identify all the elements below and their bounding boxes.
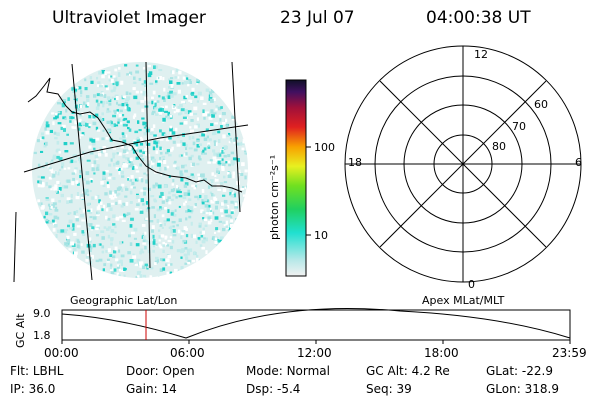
geographic-grid: [13, 61, 249, 283]
time-tick-1200: 12:00: [297, 346, 332, 360]
lat-label-60: 60: [534, 98, 548, 111]
colorbar-tick-100: 100: [314, 141, 335, 154]
instrument-title: Ultraviolet Imager: [52, 8, 206, 28]
geographic-label: Geographic Lat/Lon: [70, 294, 178, 307]
info-mode: Mode: Normal: [246, 364, 330, 378]
apex-label: Apex MLat/MLT: [422, 294, 505, 307]
coastline: [27, 77, 243, 193]
image-disc: [32, 62, 248, 278]
info-gain: Gain: 14: [126, 382, 177, 396]
info-door: Door: Open: [126, 364, 195, 378]
info-glat: GLat: -22.9: [486, 364, 553, 378]
alt-tick-9: 9.0: [33, 307, 51, 320]
info-ip: IP: 36.0: [10, 382, 56, 396]
colorbar-tick-10: 10: [314, 229, 328, 242]
observation-date: 23 Jul 07: [280, 8, 355, 28]
mlt-label-0: 0: [468, 278, 475, 291]
polar-grid: [344, 45, 582, 283]
info-dsp: Dsp: -5.4: [246, 382, 301, 396]
time-tick-1800: 18:00: [424, 346, 459, 360]
time-tick-0600: 06:00: [170, 346, 205, 360]
alt-tick-1-8: 1.8: [33, 329, 51, 342]
time-tick-2359: 23:59: [552, 346, 587, 360]
altitude-ylabel: GC Alt: [14, 313, 27, 348]
colorbar: [285, 79, 311, 277]
info-gc-alt: GC Alt: 4.2 Re: [366, 364, 450, 378]
time-tick-0000: 00:00: [44, 346, 79, 360]
info-filter: Flt: LBHL: [10, 364, 64, 378]
info-glon: GLon: 318.9: [486, 382, 559, 396]
mlt-label-12: 12: [474, 48, 488, 61]
mlt-label-18: 18: [348, 156, 362, 169]
altitude-plot: [61, 308, 571, 344]
info-seq: Seq: 39: [366, 382, 412, 396]
lat-label-80: 80: [492, 140, 506, 153]
observation-time: 04:00:38 UT: [426, 8, 531, 28]
colorbar-unit-label: photon cm⁻²s⁻¹: [268, 154, 281, 240]
mlt-label-6: 6: [575, 156, 582, 169]
lat-label-70: 70: [512, 120, 526, 133]
